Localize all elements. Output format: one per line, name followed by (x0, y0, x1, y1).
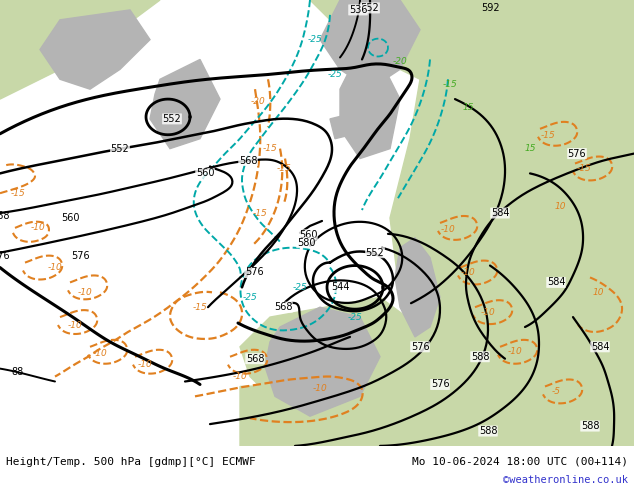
Text: 552: 552 (110, 144, 129, 154)
Text: -15: -15 (252, 209, 268, 218)
Text: 576: 576 (245, 268, 263, 277)
Text: 592: 592 (481, 3, 500, 13)
Text: -15: -15 (262, 144, 278, 153)
Text: -25: -25 (347, 313, 363, 321)
Text: 10: 10 (592, 288, 604, 297)
Text: -10: -10 (77, 288, 93, 297)
Text: 568: 568 (239, 155, 257, 166)
Text: -15: -15 (193, 303, 207, 312)
Text: 536: 536 (349, 5, 367, 15)
Polygon shape (150, 59, 220, 148)
Text: -20: -20 (392, 57, 408, 66)
Text: 560: 560 (196, 169, 214, 178)
Text: 576: 576 (411, 342, 429, 352)
Text: 568: 568 (0, 211, 10, 221)
Text: 15: 15 (524, 144, 536, 153)
Text: -10: -10 (138, 360, 152, 369)
Text: 552: 552 (163, 114, 181, 124)
Text: -15: -15 (577, 164, 592, 173)
Text: 568: 568 (274, 302, 292, 312)
Text: -15: -15 (541, 131, 555, 140)
Polygon shape (380, 317, 634, 446)
Text: 580: 580 (297, 238, 315, 248)
Polygon shape (265, 307, 380, 416)
Text: 576: 576 (567, 148, 586, 159)
Text: 576: 576 (0, 251, 10, 261)
Text: -25: -25 (243, 293, 257, 302)
Text: 10: 10 (554, 201, 566, 211)
Text: -5: -5 (552, 387, 560, 396)
Text: -20: -20 (250, 97, 266, 105)
Text: -15: -15 (276, 164, 292, 173)
Text: 560: 560 (299, 230, 317, 240)
Text: 560: 560 (61, 213, 79, 223)
Text: -25: -25 (293, 283, 307, 292)
Text: 584: 584 (591, 342, 609, 352)
Text: 15: 15 (462, 102, 474, 112)
Text: -10: -10 (48, 263, 62, 272)
Text: -10: -10 (233, 372, 247, 381)
Polygon shape (320, 0, 420, 89)
Text: 588: 588 (479, 426, 497, 436)
Polygon shape (240, 297, 420, 416)
Text: 588: 588 (471, 352, 489, 362)
Text: -10: -10 (481, 308, 495, 317)
Text: 576: 576 (70, 251, 89, 261)
Text: -15: -15 (11, 189, 25, 198)
Text: 568: 568 (246, 354, 264, 364)
Text: 544: 544 (331, 282, 349, 293)
Polygon shape (0, 0, 160, 49)
Text: -10: -10 (68, 320, 82, 329)
Polygon shape (395, 238, 440, 337)
Text: -25: -25 (328, 70, 342, 79)
Polygon shape (330, 114, 355, 139)
Text: 552: 552 (366, 247, 384, 258)
Text: 584: 584 (547, 277, 566, 288)
Polygon shape (0, 0, 80, 99)
Text: -10: -10 (441, 225, 455, 234)
Text: -10: -10 (461, 268, 476, 277)
Polygon shape (390, 0, 634, 446)
Polygon shape (240, 376, 634, 446)
Polygon shape (340, 59, 400, 159)
Text: 88: 88 (12, 367, 24, 377)
Polygon shape (310, 0, 520, 99)
Text: ©weatheronline.co.uk: ©weatheronline.co.uk (503, 475, 628, 485)
Text: 576: 576 (430, 379, 450, 390)
Text: -10: -10 (93, 349, 107, 358)
Text: -10: -10 (508, 347, 522, 356)
Text: 584: 584 (491, 208, 509, 218)
Text: -15: -15 (443, 80, 457, 89)
Polygon shape (40, 10, 150, 89)
Text: -10: -10 (30, 223, 46, 232)
Text: -10: -10 (313, 384, 327, 393)
Text: -25: -25 (307, 35, 322, 44)
Text: Mo 10-06-2024 18:00 UTC (00+114): Mo 10-06-2024 18:00 UTC (00+114) (412, 457, 628, 467)
Text: 552: 552 (361, 3, 379, 13)
Text: Height/Temp. 500 hPa [gdmp][°C] ECMWF: Height/Temp. 500 hPa [gdmp][°C] ECMWF (6, 457, 256, 467)
Text: 588: 588 (581, 421, 599, 431)
